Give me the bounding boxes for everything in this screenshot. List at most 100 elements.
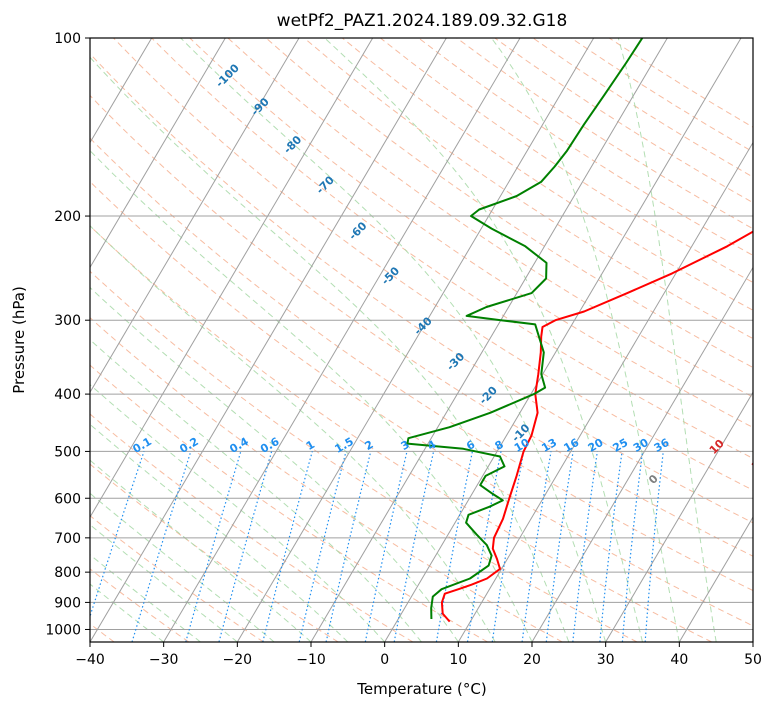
y-axis-label: Pressure (hPa) — [10, 286, 28, 394]
dry-adiabat-line — [608, 38, 753, 128]
moist-adiabat-line — [617, 38, 717, 642]
isotherm-line — [457, 141, 753, 642]
y-tick-label: 700 — [54, 531, 81, 547]
moist-adiabat-line — [490, 38, 680, 642]
x-tick-label: 10 — [449, 652, 467, 668]
isotherm-line — [310, 38, 668, 642]
chart-title: wetPf2_PAZ1.2024.189.09.32.G18 — [277, 11, 568, 31]
mixing-ratio-line — [185, 451, 242, 642]
dry-adiabat-line — [90, 568, 190, 642]
mixing-ratio-label: 20 — [586, 436, 606, 455]
dry-adiabat-line — [113, 38, 753, 491]
mixing-ratio-line — [298, 451, 347, 642]
moist-adiabat-line — [90, 492, 275, 642]
y-tick-label: 900 — [54, 595, 81, 611]
moist-adiabat-line — [90, 56, 570, 642]
x-tick-label: −10 — [296, 652, 326, 668]
dry-adiabat-label: 20 — [749, 452, 769, 472]
isotherm-line — [531, 266, 753, 642]
moist-adiabat-label: -20 — [477, 384, 500, 407]
x-tick-label: −30 — [149, 652, 179, 668]
mixing-ratio-line — [262, 451, 313, 642]
y-tick-label: 800 — [54, 565, 81, 581]
mixing-ratio-label: 0.6 — [258, 435, 282, 456]
moist-adiabat-line — [90, 149, 533, 642]
mixing-ratio-line — [325, 451, 372, 642]
mixing-ratio-label: 4 — [425, 438, 438, 453]
mixing-ratio-line — [218, 451, 273, 642]
isotherm-line — [384, 38, 742, 642]
moist-adiabat-label: -30 — [444, 350, 467, 373]
mixing-ratio-label: 13 — [539, 436, 559, 455]
dry-adiabat-line — [380, 38, 753, 284]
x-tick-label: 40 — [670, 652, 688, 668]
background-lines — [0, 38, 753, 642]
isotherm-line — [752, 641, 753, 642]
moist-adiabat-line — [90, 554, 201, 642]
dry-adiabat-line — [227, 38, 753, 398]
isotherm-line — [90, 38, 374, 519]
isotherm-line — [90, 38, 153, 144]
dry-adiabat-line — [418, 38, 753, 256]
y-tick-label: 200 — [54, 209, 81, 225]
isotherm-line — [0, 38, 4, 642]
series-layer — [406, 38, 753, 623]
mixing-ratio-line — [572, 451, 598, 642]
mixing-ratio-line — [621, 451, 644, 642]
isotherm-line — [90, 38, 226, 269]
moist-adiabat-label: -90 — [249, 95, 272, 118]
dry-adiabat-label: 10 — [707, 437, 727, 457]
y-tick-label: 400 — [54, 387, 81, 403]
mixing-ratio-label: 1.5 — [333, 435, 356, 456]
y-tick-label: 100 — [54, 31, 81, 47]
mixing-ratio-label: 3 — [399, 438, 412, 453]
x-tick-label: 0 — [380, 652, 389, 668]
y-tick-label: 1000 — [45, 622, 81, 638]
x-axis-label: Temperature (°C) — [356, 680, 486, 698]
isotherm-line — [605, 391, 753, 642]
mixing-ratio-line — [521, 451, 552, 642]
mixing-ratio-line — [131, 451, 192, 642]
moist-adiabat-label: -70 — [314, 173, 337, 196]
mixing-ratio-line — [599, 451, 623, 642]
moist-adiabat-label: -50 — [379, 264, 402, 287]
moist-adiabat-line — [90, 286, 459, 642]
moist-adiabat-line — [324, 38, 643, 642]
temperature-line — [440, 230, 753, 623]
moist-adiabat-label: -100 — [213, 61, 242, 90]
moist-adiabat-line — [90, 459, 312, 642]
mixing-ratio-label: 0.4 — [227, 435, 251, 456]
mixing-ratio-label: 25 — [610, 436, 630, 455]
dry-adiabat-line — [90, 463, 339, 642]
x-tick-label: −40 — [75, 652, 105, 668]
isotherm-line — [236, 38, 595, 642]
mixing-ratio-line — [393, 451, 435, 642]
dry-adiabat-line — [456, 38, 753, 230]
dry-adiabat-line — [90, 515, 264, 642]
dry-adiabat-line — [90, 413, 414, 642]
isotherm-line — [163, 38, 521, 642]
dry-adiabat-line — [90, 317, 563, 642]
x-tick-label: 50 — [744, 652, 762, 668]
moist-adiabat-line — [180, 38, 607, 642]
plot-frame — [89, 37, 754, 643]
dry-adiabat-line — [265, 38, 753, 369]
adiabat-labels: 0.1 0.2 0.4 0.6 1 1.5 2 3 4 6 8 10 13 16 20 25 30 3601020… — [131, 61, 769, 486]
x-tick-label: 20 — [523, 652, 541, 668]
mixing-ratio-label: 36 — [652, 436, 672, 455]
isotherm-line — [90, 38, 300, 394]
mixing-ratio-label: 30 — [631, 436, 651, 455]
dry-adiabat-line — [90, 52, 753, 524]
dry-adiabat-line — [532, 38, 753, 178]
moist-adiabat-line — [90, 423, 349, 642]
x-tick-label: −20 — [223, 652, 253, 668]
x-tick-label: 30 — [597, 652, 615, 668]
moist-adiabat-line — [90, 383, 386, 642]
mixing-ratio-line — [491, 451, 525, 642]
dry-adiabat-line — [90, 225, 712, 642]
moist-adiabat-line — [90, 339, 422, 642]
y-tick-label: 500 — [54, 444, 81, 460]
mixing-ratio-line — [545, 451, 574, 642]
moist-adiabat-label: -60 — [346, 219, 369, 242]
